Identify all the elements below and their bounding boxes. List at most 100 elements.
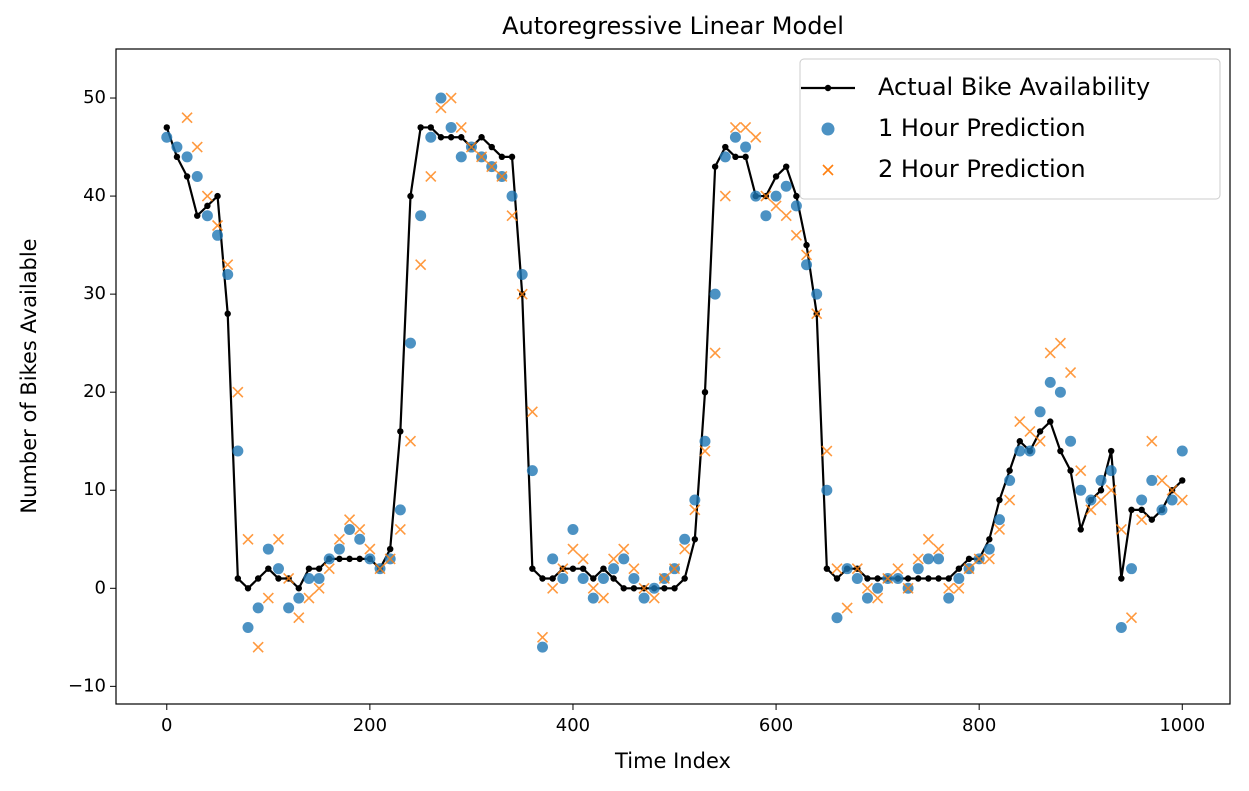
point [831, 563, 843, 575]
point [232, 386, 244, 398]
point [364, 553, 376, 565]
point [425, 131, 437, 143]
point [212, 229, 224, 241]
point [394, 504, 406, 516]
legend-marker [824, 84, 832, 92]
point [1105, 484, 1117, 496]
point [729, 121, 742, 134]
point [922, 553, 934, 565]
point [932, 543, 945, 555]
legend-label: 2 Hour Prediction [878, 155, 1086, 183]
point [945, 575, 952, 582]
legend-marker [822, 164, 834, 176]
point [648, 582, 660, 594]
point [506, 190, 518, 202]
x-axis-label: Time Index [614, 749, 731, 773]
point [709, 347, 721, 359]
point [691, 536, 699, 543]
chart-title: Autoregressive Linear Model [502, 12, 844, 40]
point [455, 151, 467, 163]
point [1067, 467, 1074, 474]
point [699, 435, 711, 447]
point [498, 153, 506, 161]
point [1118, 575, 1125, 582]
point [435, 102, 447, 114]
point [1156, 504, 1168, 516]
point [508, 153, 516, 161]
point [892, 572, 904, 584]
point [577, 553, 589, 565]
point [760, 190, 772, 202]
point [181, 112, 193, 124]
point [364, 543, 376, 555]
point [922, 533, 934, 545]
point [851, 563, 863, 575]
point [953, 582, 965, 594]
point [993, 514, 1005, 526]
point [1065, 367, 1077, 379]
y-tick-label: −10 [68, 675, 106, 696]
point [681, 575, 688, 582]
point [313, 572, 325, 584]
point [1136, 514, 1148, 526]
point [618, 553, 630, 565]
point [346, 555, 353, 563]
point [618, 543, 630, 555]
y-tick-label: 20 [83, 381, 106, 402]
point [801, 259, 813, 271]
point [557, 563, 569, 575]
point [983, 553, 995, 565]
y-tick-label: 0 [95, 577, 106, 598]
point [597, 592, 610, 604]
point [344, 523, 356, 535]
point [882, 572, 894, 585]
point [386, 545, 394, 553]
point [191, 170, 203, 182]
point [811, 308, 823, 320]
point [283, 602, 295, 614]
point [661, 585, 668, 592]
point [933, 553, 945, 565]
point [996, 496, 1003, 504]
point [729, 131, 741, 143]
point [608, 563, 620, 575]
point [833, 575, 841, 582]
point [1146, 435, 1158, 447]
point [1034, 435, 1046, 447]
point [569, 565, 577, 572]
y-tick-label: 40 [83, 185, 106, 206]
point [323, 553, 335, 565]
series [181, 92, 1188, 653]
point [557, 572, 569, 584]
point [579, 565, 587, 572]
point [620, 585, 627, 592]
point [719, 190, 731, 202]
point [874, 575, 881, 582]
point [222, 269, 234, 281]
point [526, 406, 538, 418]
point [872, 592, 884, 604]
point [608, 553, 620, 565]
point [742, 153, 749, 161]
point [912, 563, 924, 575]
point [953, 572, 965, 584]
point [1115, 622, 1127, 634]
point [1054, 337, 1066, 349]
legend-marker [821, 122, 835, 136]
point [722, 143, 729, 151]
point [1047, 418, 1054, 425]
y-tick-label: 10 [83, 479, 106, 500]
point [529, 565, 536, 572]
point [811, 288, 823, 300]
point [1044, 347, 1056, 359]
point [1125, 612, 1138, 624]
point [458, 134, 465, 141]
point [465, 141, 477, 153]
point [590, 575, 597, 582]
point [354, 533, 366, 545]
point [790, 229, 802, 241]
point [638, 592, 650, 604]
point [537, 641, 549, 653]
legend-box [799, 58, 1221, 200]
point [234, 575, 242, 582]
